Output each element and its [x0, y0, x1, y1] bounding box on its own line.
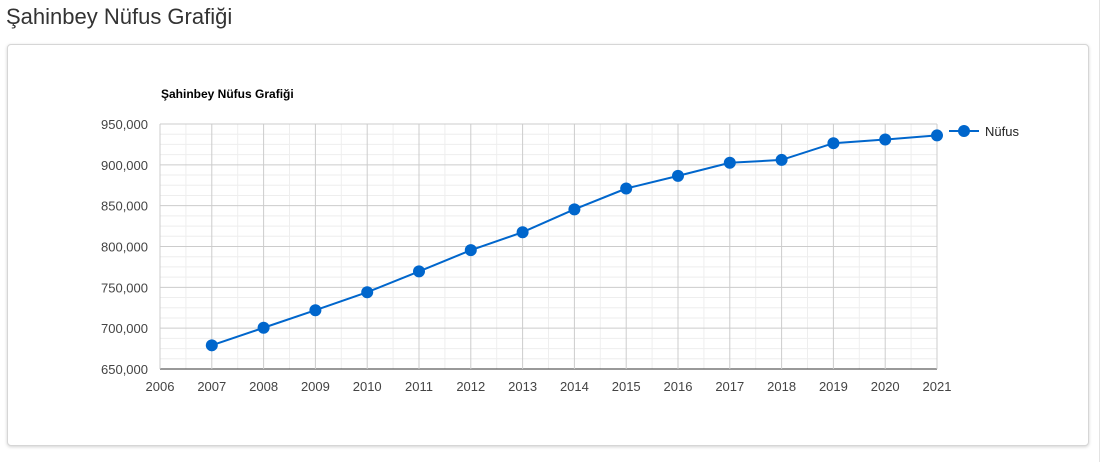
- data-point: [309, 304, 322, 317]
- y-tick-label: 750,000: [101, 280, 148, 295]
- x-tick-label: 2008: [249, 379, 278, 394]
- x-tick-label: 2016: [664, 379, 693, 394]
- y-axis-labels: 650,000 700,000 750,000 800,000 850,000 900,0…: [101, 117, 148, 377]
- x-tick-label: 2010: [353, 379, 382, 394]
- data-point: [775, 153, 788, 166]
- data-point: [464, 244, 477, 257]
- x-tick-label: 2013: [508, 379, 537, 394]
- y-tick-label: 950,000: [101, 117, 148, 132]
- x-tick-label: 2007: [197, 379, 226, 394]
- data-point: [257, 321, 270, 334]
- major-gridlines: [159, 123, 938, 370]
- y-tick-label: 850,000: [101, 199, 148, 214]
- x-tick-label: 2009: [301, 379, 330, 394]
- line-chart: Şahinbey Nüfus Grafiği 650,000 700,000 750…: [101, 87, 1019, 394]
- x-tick-label: 2018: [767, 379, 796, 394]
- series-points: [205, 129, 943, 352]
- y-tick-label: 900,000: [101, 158, 148, 173]
- x-tick-label: 2017: [715, 379, 744, 394]
- data-point: [620, 182, 633, 195]
- data-point: [672, 169, 684, 182]
- x-axis-labels: 2006 2007 2008 2009 2010 2011 2012 2013 2014 2015…: [146, 379, 952, 394]
- x-tick-label: 2021: [923, 379, 952, 394]
- x-tick-label: 2014: [560, 379, 589, 394]
- x-tick-label: 2006: [146, 379, 175, 394]
- data-point: [827, 137, 840, 150]
- x-tick-label: 2011: [405, 379, 433, 394]
- legend-marker: [958, 125, 970, 137]
- legend[interactable]: Nüfus: [949, 124, 1019, 139]
- chart-title: Şahinbey Nüfus Grafiği: [161, 87, 294, 101]
- data-point: [413, 265, 425, 278]
- y-tick-label: 700,000: [101, 321, 148, 336]
- page-divider: [1099, 0, 1100, 462]
- x-tick-label: 2015: [612, 379, 641, 394]
- x-tick-label: 2020: [871, 379, 900, 394]
- x-tick-label: 2019: [819, 379, 848, 394]
- chart-card: Şahinbey Nüfus Grafiği 650,000 700,000 750…: [7, 44, 1089, 446]
- legend-label: Nüfus: [985, 124, 1019, 139]
- y-tick-label: 650,000: [101, 362, 148, 377]
- data-point: [361, 286, 374, 299]
- data-point: [205, 339, 218, 352]
- data-point: [516, 226, 529, 239]
- data-point: [879, 133, 892, 146]
- data-point: [931, 129, 943, 142]
- y-tick-label: 800,000: [101, 240, 148, 255]
- page-title: Şahinbey Nüfus Grafiği: [6, 4, 233, 29]
- data-point: [568, 203, 581, 216]
- data-point: [723, 156, 736, 169]
- x-tick-label: 2012: [456, 379, 485, 394]
